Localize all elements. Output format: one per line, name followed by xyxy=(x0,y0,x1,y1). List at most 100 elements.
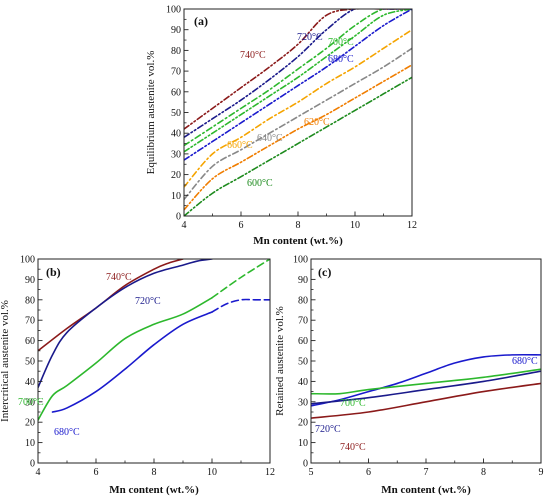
y-tick-label: 60 xyxy=(25,336,35,347)
x-tick-label: 9 xyxy=(539,467,544,478)
x-tick-label: 12 xyxy=(407,220,417,231)
x-tick-label: 6 xyxy=(94,467,99,478)
series-line-680C xyxy=(311,353,541,407)
series-annotation: 640°C xyxy=(257,133,283,144)
series-line-720C xyxy=(184,9,412,139)
y-tick-label: 90 xyxy=(171,25,181,36)
y-tick-label: 20 xyxy=(298,418,308,429)
series-group xyxy=(38,259,270,421)
series-annotation: 720°C xyxy=(297,32,323,43)
series-line-700C xyxy=(311,368,541,395)
x-tick-label: 10 xyxy=(207,467,217,478)
y-tick-label: 40 xyxy=(298,377,308,388)
y-tick-label: 10 xyxy=(25,438,35,449)
series-annotation: 680°C xyxy=(328,54,354,65)
y-tick-label: 50 xyxy=(298,357,308,368)
series-line-700C xyxy=(38,296,213,421)
series-group xyxy=(311,353,541,419)
series-line-740C xyxy=(311,382,541,419)
series-line-720C xyxy=(311,370,541,405)
x-axis-label: Mn content (wt.%) xyxy=(253,235,343,247)
y-tick-label: 10 xyxy=(298,438,308,449)
x-tick-label: 6 xyxy=(239,220,244,231)
x-tick-label: 8 xyxy=(152,467,157,478)
series-line-720C xyxy=(38,259,213,389)
y-axis-label: Equilibrium austenite vol.% xyxy=(145,51,157,175)
x-tick-label: 4 xyxy=(182,220,187,231)
y-axis-label: Intercritical austenite vol.% xyxy=(0,300,11,422)
y-tick-label: 50 xyxy=(25,357,35,368)
y-tick-label: 100 xyxy=(166,5,181,16)
y-tick-label: 70 xyxy=(25,316,35,327)
plot-frame xyxy=(310,258,542,464)
y-tick-label: 80 xyxy=(298,295,308,306)
y-tick-label: 50 xyxy=(171,108,181,119)
series-annotation: 700°C xyxy=(328,37,354,48)
series-annotation: 700°C xyxy=(340,398,366,409)
y-tick-label: 40 xyxy=(25,377,35,388)
x-axis-label: Mn content (wt.%) xyxy=(109,484,199,496)
chart-panel-1: 4 6 8 10 12 0 10 20 30 40 50 60 70 80 90 100 Mn content … xyxy=(145,5,417,248)
series-annotation: 740°C xyxy=(240,50,266,61)
series-annotation: 600°C xyxy=(247,178,273,189)
y-tick-label: 0 xyxy=(176,212,181,223)
series-line-680C xyxy=(184,9,412,161)
series-line-700C xyxy=(184,9,412,153)
y-tick-label: 70 xyxy=(298,316,308,327)
y-axis-label: Retained austenite vol.% xyxy=(274,306,286,416)
series-annotation: 700°C xyxy=(18,397,44,408)
x-tick-label: 8 xyxy=(296,220,301,231)
y-tick-label: 80 xyxy=(25,295,35,306)
series-annotation: 740°C xyxy=(106,272,132,283)
series-annotation: 680°C xyxy=(54,427,80,438)
series-annotation: 720°C xyxy=(315,424,341,435)
series-annotation: 680°C xyxy=(512,356,538,367)
y-tick-label: 70 xyxy=(171,67,181,78)
y-tick-label: 60 xyxy=(171,87,181,98)
x-tick-label: 8 xyxy=(481,467,486,478)
series-annotation: 740°C xyxy=(340,442,366,453)
series-line-600C xyxy=(184,76,412,216)
series-line-640C xyxy=(184,47,412,201)
series-annotation: 660°C xyxy=(227,140,253,151)
series-group xyxy=(184,9,412,216)
x-tick-label: 7 xyxy=(424,467,429,478)
x-tick-label: 10 xyxy=(350,220,360,231)
series-line-660C xyxy=(184,28,412,188)
series-line-680C xyxy=(51,311,213,413)
series-line-extension-2 xyxy=(184,9,412,147)
y-tick-label: 20 xyxy=(171,170,181,181)
panel-label: (c) xyxy=(318,265,331,279)
y-tick-label: 90 xyxy=(25,275,35,286)
panel-label: (a) xyxy=(194,14,208,28)
series-line-740C xyxy=(38,259,184,352)
y-tick-label: 20 xyxy=(25,418,35,429)
y-tick-label: 40 xyxy=(171,129,181,140)
y-tick-label: 100 xyxy=(20,255,35,266)
y-tick-label: 30 xyxy=(25,397,35,408)
x-tick-label: 6 xyxy=(366,467,371,478)
y-tick-label: 30 xyxy=(171,149,181,160)
series-line-740C xyxy=(184,9,412,130)
y-tick-label: 90 xyxy=(298,275,308,286)
y-tick-label: 10 xyxy=(171,191,181,202)
panel-label: (b) xyxy=(46,265,61,279)
x-axis-label: Mn content (wt.%) xyxy=(381,484,471,496)
y-tick-label: 80 xyxy=(171,46,181,57)
series-annotation: 720°C xyxy=(135,296,161,307)
y-tick-label: 60 xyxy=(298,336,308,347)
y-tick-label: 100 xyxy=(293,255,308,266)
series-line-extension-3 xyxy=(211,259,270,299)
x-tick-label: 5 xyxy=(309,467,314,478)
series-annotation: 620°C xyxy=(304,117,330,128)
x-tick-label: 12 xyxy=(265,467,275,478)
series-line-620C xyxy=(184,64,412,211)
x-tick-label: 4 xyxy=(36,467,41,478)
y-tick-label: 0 xyxy=(303,459,308,470)
series-line-extension-5 xyxy=(211,298,270,313)
y-tick-label: 30 xyxy=(298,397,308,408)
y-tick-label: 0 xyxy=(30,459,35,470)
chart-panel-2: 4 6 8 10 12 0 10 20 30 40 50 60 70 80 90 100 Mn content … xyxy=(0,255,275,497)
